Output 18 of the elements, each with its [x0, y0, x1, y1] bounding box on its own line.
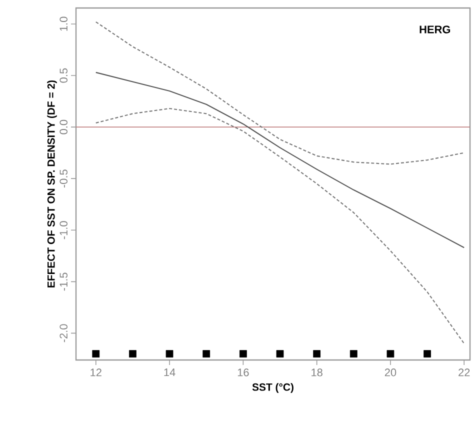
y-tick-label: -1.5 — [60, 272, 68, 291]
x-tick-label: 20 — [384, 368, 396, 376]
x-tick-label: 22 — [458, 368, 470, 376]
y-tick-label: 0.5 — [60, 68, 68, 83]
y-tick-label: 0.0 — [60, 120, 68, 134]
y-tick-label: -2.0 — [60, 324, 68, 342]
y-axis-title: EFFECT OF SST ON SP. DENSITY (DF = 2) — [47, 80, 57, 288]
annotation: HERG — [420, 26, 450, 34]
x-tick-label: 12 — [90, 368, 102, 376]
x-tick-label: 16 — [238, 368, 249, 376]
x-tick-label: 18 — [312, 368, 322, 376]
y-tick-label: 1.0 — [60, 16, 68, 31]
line-series — [95, 21, 465, 165]
x-axis-title: SST (°C) — [252, 383, 294, 393]
y-tick-label: -0.5 — [60, 170, 68, 188]
x-tick-label: 14 — [164, 368, 176, 376]
line-series — [95, 108, 465, 344]
y-tick-label: -1.0 — [60, 221, 68, 240]
